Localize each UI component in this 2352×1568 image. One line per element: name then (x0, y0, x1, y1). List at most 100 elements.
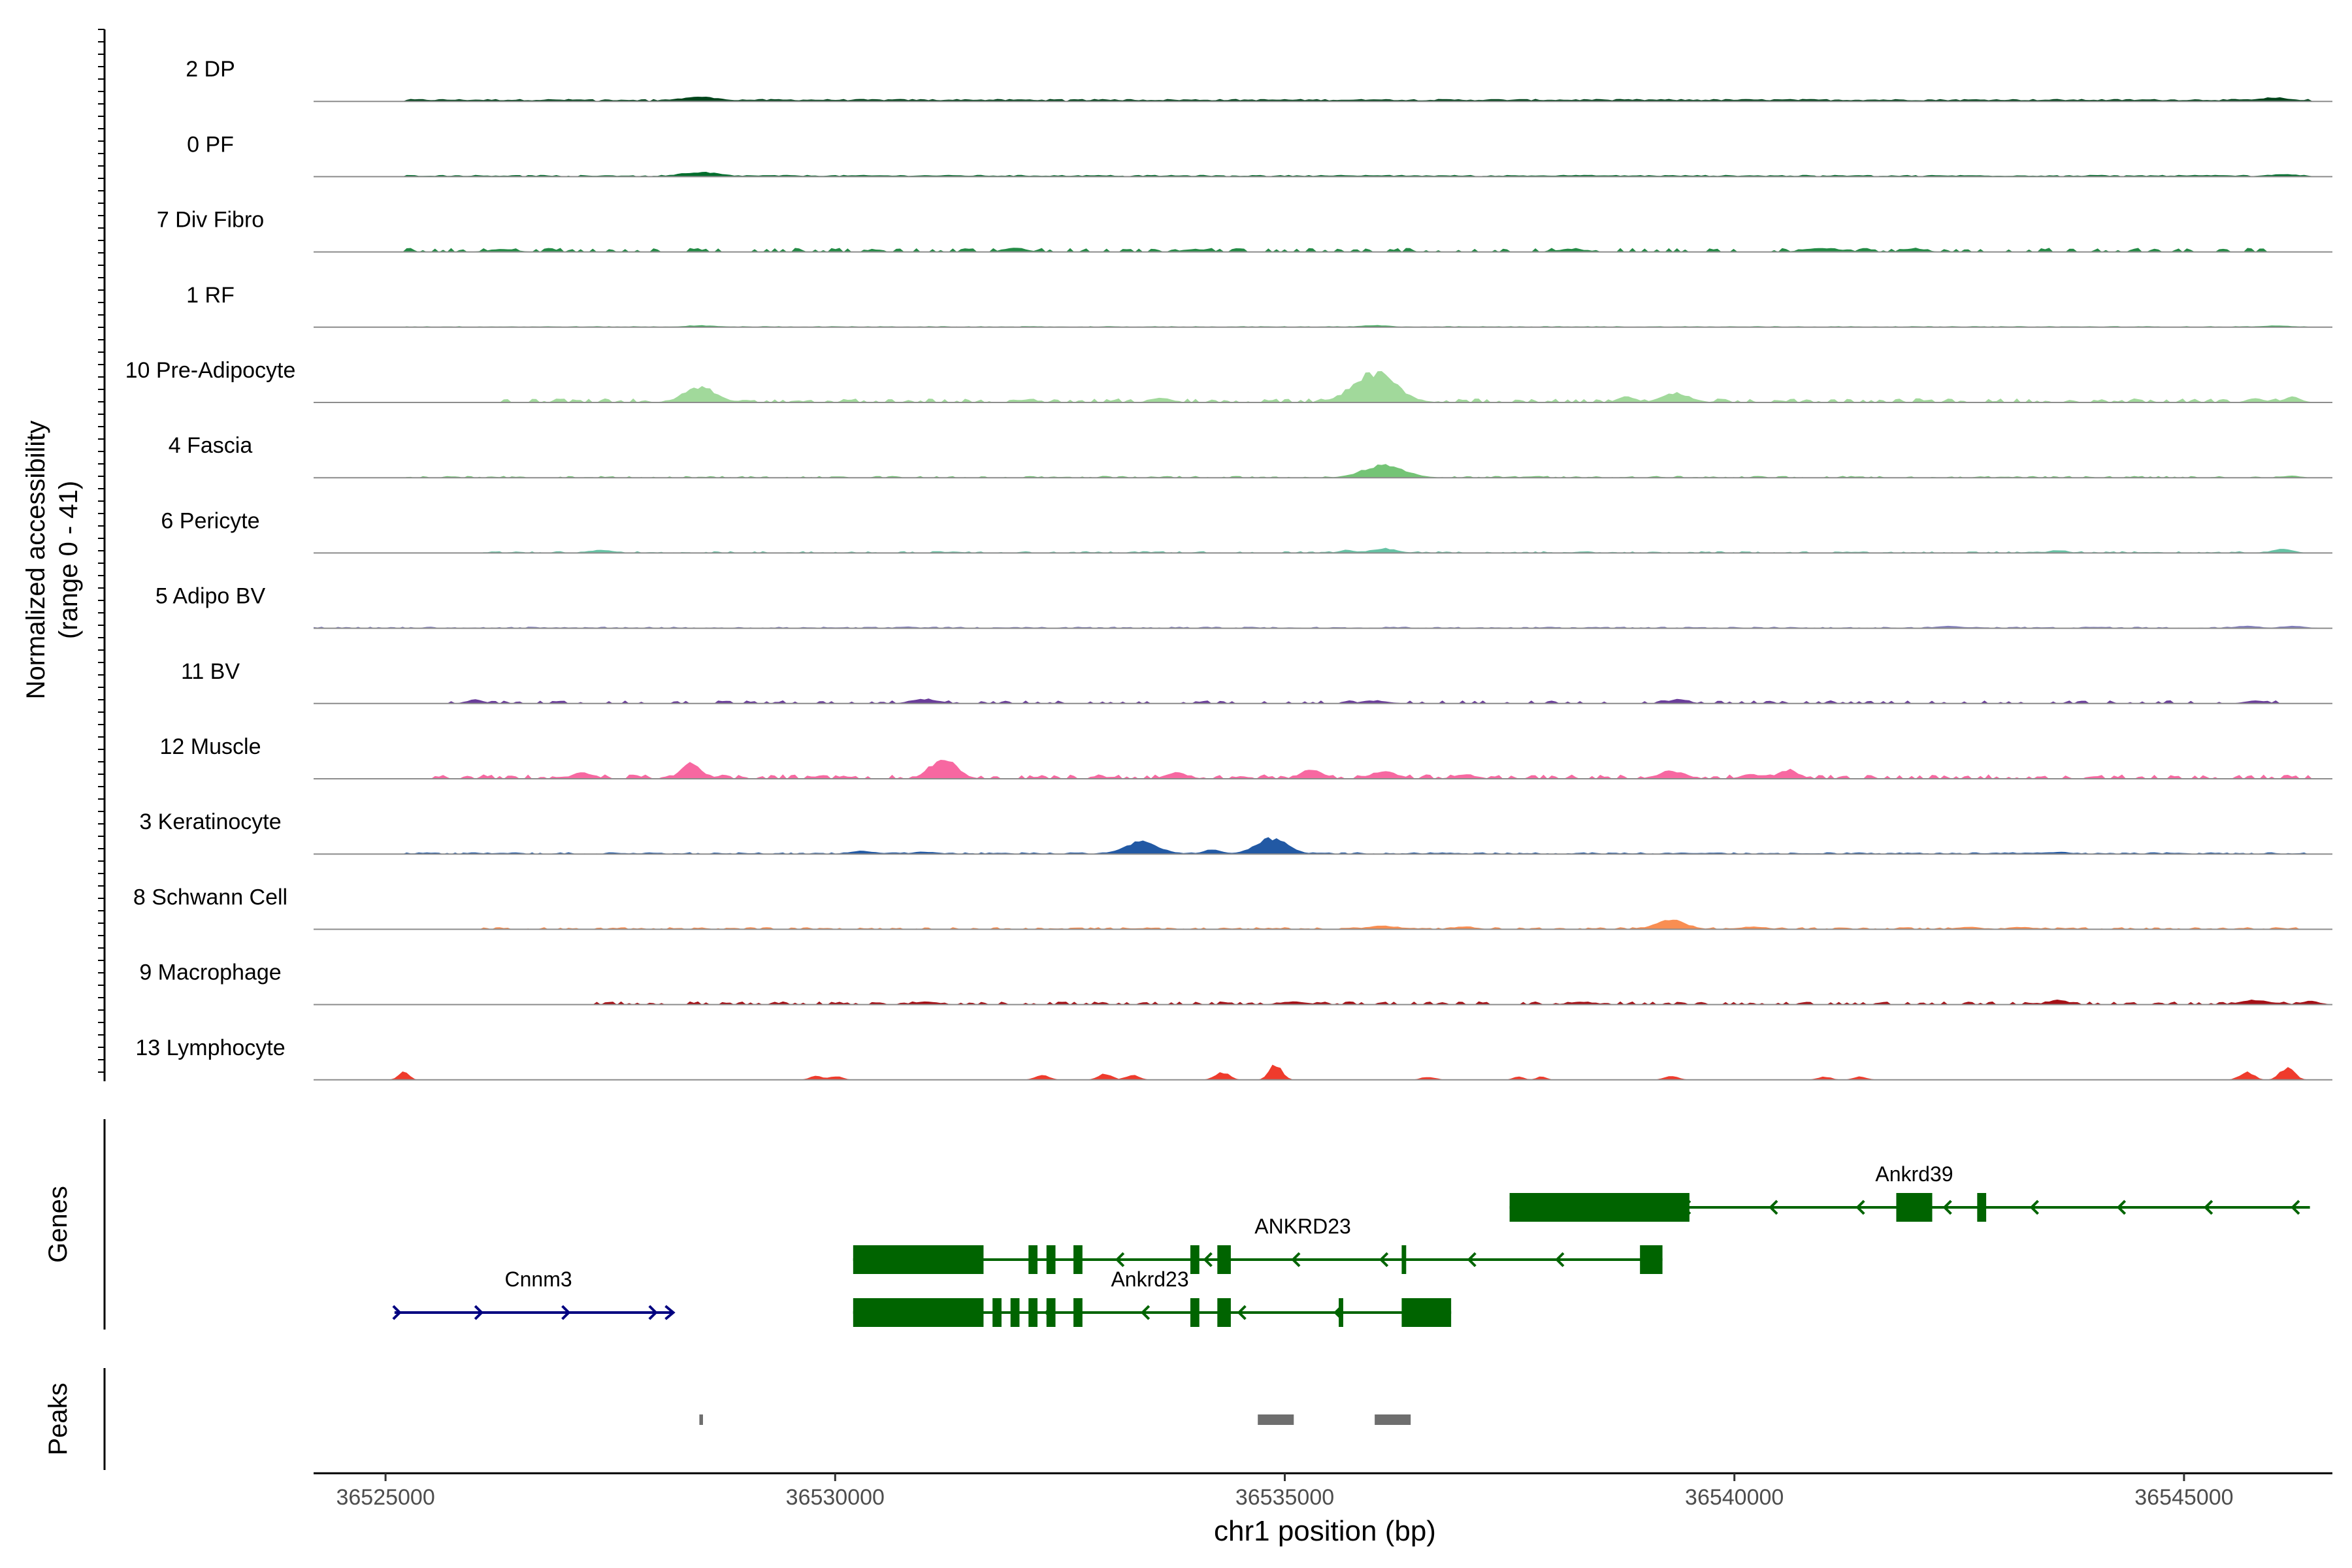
track-coverage (314, 919, 2332, 930)
track-coverage (314, 698, 2332, 704)
track: 3 Keratinocyte (139, 809, 2332, 855)
track-label: 4 Fascia (169, 433, 253, 458)
track: 7 Div Fibro (157, 208, 2332, 253)
x-tick-label: 36540000 (1685, 1485, 1784, 1510)
track-label: 0 PF (187, 132, 234, 157)
track-label: 10 Pre-Adipocyte (125, 358, 296, 383)
strand-arrow (1855, 1200, 1865, 1215)
gene: Ankrd23 (853, 1267, 1452, 1327)
strand-arrow (2291, 1200, 2300, 1215)
gene-label: Ankrd39 (1875, 1162, 1953, 1186)
genes-panel-label: Genes (44, 1186, 73, 1263)
gene-exon (1217, 1245, 1231, 1274)
track-label: 3 Keratinocyte (139, 809, 281, 834)
gene-exon (1010, 1298, 1020, 1327)
gene-exon (853, 1298, 984, 1327)
gene-label: ANKRD23 (1254, 1215, 1351, 1238)
strand-arrow (664, 1305, 676, 1320)
gene-exon (1190, 1298, 1200, 1327)
x-tick-label: 36530000 (786, 1485, 885, 1510)
gene-exon (1401, 1245, 1407, 1274)
strand-arrow (1379, 1252, 1389, 1267)
strand-arrow (1555, 1252, 1565, 1267)
track: 4 Fascia (169, 433, 2332, 479)
strand-arrow (1237, 1305, 1247, 1320)
gene-exon (1217, 1298, 1231, 1327)
gene-exon (1509, 1193, 1690, 1222)
track-label: 6 Pericyte (161, 508, 259, 533)
track: 1 RF (186, 283, 2332, 328)
gene-label: Cnnm3 (505, 1267, 572, 1291)
track: 8 Schwann Cell (133, 885, 2332, 930)
track: 5 Adipo BV (155, 584, 2332, 629)
strand-arrow (1467, 1252, 1477, 1267)
track-label: 8 Schwann Cell (133, 885, 287, 909)
track-label: 5 Adipo BV (155, 584, 266, 609)
strand-arrow (648, 1305, 658, 1320)
gene-exon (1028, 1245, 1037, 1274)
track-label: 2 DP (186, 57, 235, 82)
gene-exon (1190, 1245, 1200, 1274)
strand-arrow (1769, 1200, 1778, 1215)
x-tick-label: 36545000 (2134, 1485, 2233, 1510)
gene-exon (992, 1298, 1002, 1327)
track: 12 Muscle (160, 734, 2332, 779)
strand-arrow (1203, 1252, 1213, 1267)
track-label: 7 Div Fibro (157, 208, 264, 233)
gene-exon (1046, 1245, 1056, 1274)
gene-exon (1028, 1298, 1037, 1327)
gene-exon (1046, 1298, 1056, 1327)
gene: ANKRD23 (853, 1215, 1663, 1274)
strand-arrow (1942, 1200, 1952, 1215)
y-axis-title-line-2: (range 0 - 41) (54, 481, 83, 639)
track-label: 12 Muscle (160, 734, 261, 759)
strand-arrow (474, 1305, 484, 1320)
y-axis-title: Normalized accessibility (range 0 - 41) (22, 421, 83, 700)
track: 2 DP (186, 57, 2332, 103)
gene-exon (1896, 1193, 1933, 1222)
gene: Ankrd39 (1509, 1162, 2310, 1222)
peak-region (699, 1414, 703, 1425)
track-coverage (314, 1000, 2332, 1005)
track-label: 9 Macrophage (139, 960, 281, 985)
track-coverage (314, 97, 2332, 102)
y-axis-title-line-1: Normalized accessibility (22, 421, 50, 700)
strand-arrow (1291, 1252, 1301, 1267)
strand-arrow (392, 1305, 402, 1320)
track: 6 Pericyte (161, 508, 2332, 554)
gene-exon (1073, 1298, 1083, 1327)
strand-arrow (1115, 1252, 1125, 1267)
x-tick-label: 36525000 (336, 1485, 434, 1510)
track-coverage (314, 248, 2332, 252)
strand-arrow (2116, 1200, 2127, 1215)
gene: Cnnm3 (392, 1267, 676, 1320)
gene-exon (1339, 1298, 1343, 1327)
peak-region (1258, 1414, 1294, 1425)
gene-exon (853, 1245, 984, 1274)
gene-exon (1977, 1193, 1987, 1222)
x-axis-title: chr1 position (bp) (1214, 1515, 1436, 1547)
track: 10 Pre-Adipocyte (125, 358, 2332, 403)
track: 13 Lymphocyte (135, 1036, 2332, 1081)
strand-arrow (561, 1305, 571, 1320)
track-coverage (314, 625, 2332, 629)
gene-label: Ankrd23 (1111, 1267, 1188, 1291)
track: 0 PF (187, 132, 2332, 178)
track-label: 1 RF (186, 283, 235, 308)
coverage-y-axis (98, 29, 106, 1081)
peak-regions (699, 1414, 1411, 1425)
x-tick-label: 36535000 (1235, 1485, 1334, 1510)
peak-region (1375, 1414, 1411, 1425)
track-coverage (314, 760, 2332, 779)
strand-arrow (1140, 1305, 1151, 1320)
track-label: 13 Lymphocyte (135, 1036, 285, 1060)
gene-exon (1640, 1245, 1663, 1274)
gene-exon (1073, 1245, 1083, 1274)
strand-arrow (2029, 1200, 2039, 1215)
track: 11 BV (181, 659, 2332, 704)
peaks-panel-label: Peaks (44, 1382, 73, 1455)
gene-annotations: Ankrd39 ANKRD23 Ankrd23 Cnnm3 (392, 1162, 2310, 1327)
track-label: 11 BV (181, 659, 240, 684)
gene-exon (1401, 1298, 1452, 1327)
